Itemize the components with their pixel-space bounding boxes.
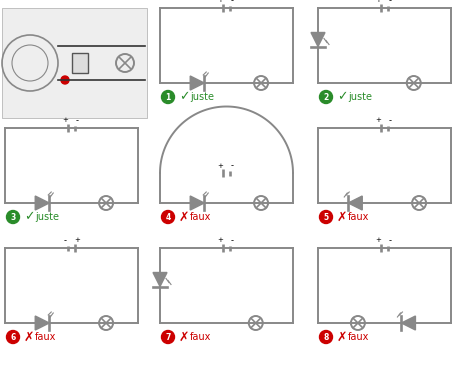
Text: +: +: [218, 0, 223, 3]
Circle shape: [319, 330, 332, 344]
Text: juste: juste: [348, 92, 372, 102]
Circle shape: [7, 330, 19, 344]
Text: -: -: [389, 116, 392, 125]
Text: ✓: ✓: [337, 90, 347, 104]
Text: -: -: [231, 161, 234, 170]
Polygon shape: [35, 316, 49, 330]
Circle shape: [61, 76, 69, 84]
Polygon shape: [153, 273, 167, 287]
Text: 4: 4: [165, 212, 171, 222]
Text: 2: 2: [323, 93, 328, 102]
Text: +: +: [375, 118, 382, 124]
Text: 8: 8: [323, 333, 328, 341]
FancyBboxPatch shape: [72, 53, 88, 73]
Text: ✓: ✓: [179, 90, 190, 104]
Circle shape: [319, 90, 332, 104]
Circle shape: [319, 211, 332, 223]
Polygon shape: [401, 316, 415, 330]
Text: 5: 5: [323, 212, 328, 222]
Text: -: -: [231, 236, 234, 245]
Text: -: -: [231, 0, 234, 5]
Text: -: -: [64, 236, 67, 245]
Text: -: -: [389, 236, 392, 245]
Text: 6: 6: [10, 333, 16, 341]
Circle shape: [162, 211, 174, 223]
Text: -: -: [389, 0, 392, 5]
Text: faux: faux: [190, 212, 211, 222]
Text: ✗: ✗: [337, 211, 347, 223]
Text: +: +: [74, 237, 81, 243]
FancyBboxPatch shape: [2, 8, 147, 118]
Text: juste: juste: [190, 92, 214, 102]
Text: ✗: ✗: [179, 211, 190, 223]
Polygon shape: [35, 196, 49, 210]
Text: ✓: ✓: [24, 211, 35, 223]
Text: juste: juste: [35, 212, 59, 222]
Text: ✗: ✗: [24, 330, 35, 344]
Text: faux: faux: [35, 332, 56, 342]
Text: faux: faux: [348, 332, 369, 342]
Polygon shape: [190, 76, 204, 90]
Polygon shape: [348, 196, 362, 210]
Text: +: +: [375, 0, 382, 3]
Circle shape: [162, 330, 174, 344]
Text: +: +: [375, 237, 382, 243]
Text: +: +: [218, 163, 223, 169]
Circle shape: [162, 90, 174, 104]
Text: -: -: [76, 116, 79, 125]
Text: +: +: [218, 237, 223, 243]
Text: ✗: ✗: [337, 330, 347, 344]
Polygon shape: [190, 196, 204, 210]
Text: 7: 7: [165, 333, 171, 341]
Text: faux: faux: [190, 332, 211, 342]
Text: +: +: [63, 118, 68, 124]
Text: 3: 3: [10, 212, 16, 222]
Text: faux: faux: [348, 212, 369, 222]
Polygon shape: [311, 33, 325, 46]
Text: 1: 1: [165, 93, 171, 102]
Text: ✗: ✗: [179, 330, 190, 344]
Circle shape: [7, 211, 19, 223]
